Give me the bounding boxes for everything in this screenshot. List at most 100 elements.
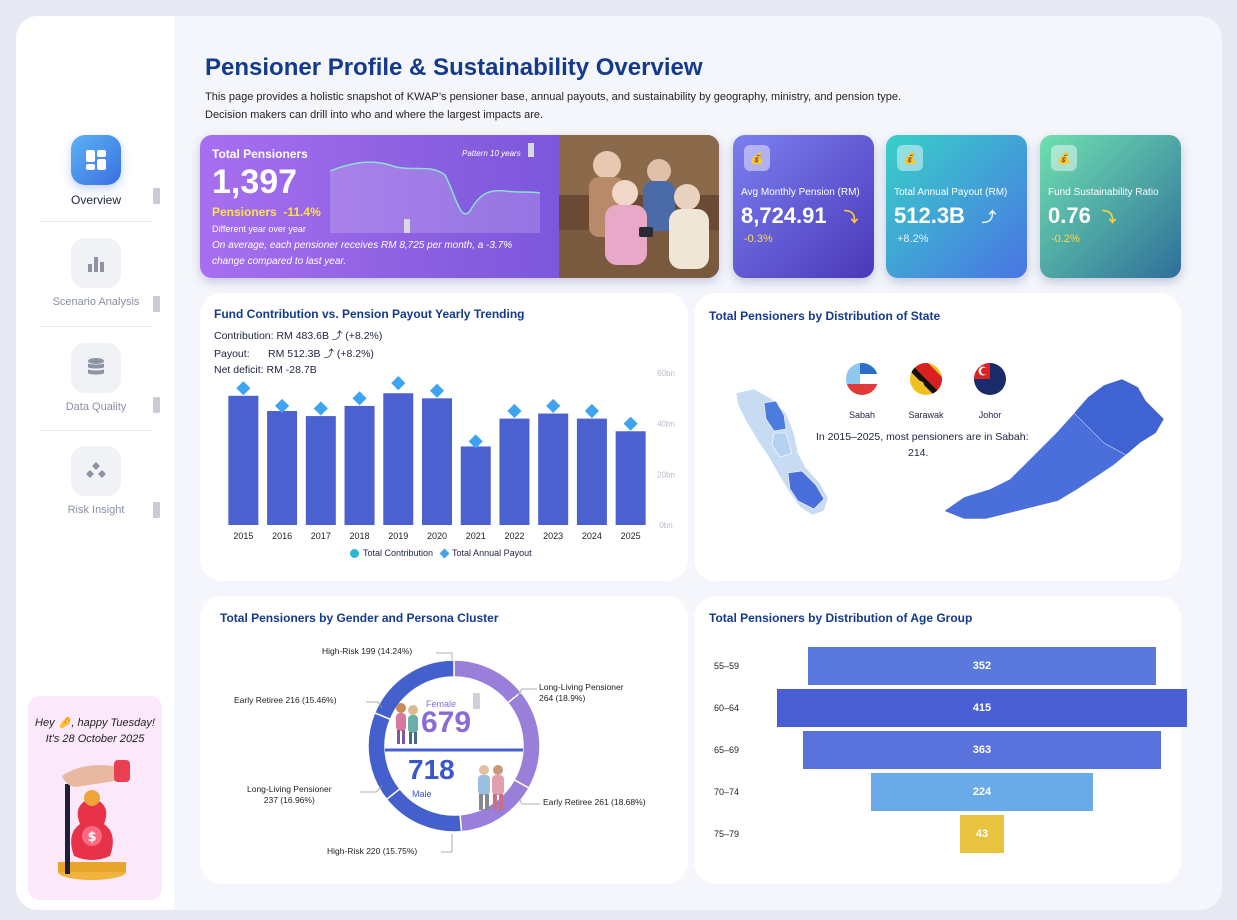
page-description: This page provides a holistic snapshot o… <box>205 88 905 124</box>
money-bag-illustration-icon: $ <box>58 760 130 880</box>
persona-annotation: Long-Living Pensioner 264 (18.9%) <box>539 682 624 704</box>
age-bar[interactable]: 224 <box>871 773 1093 811</box>
contribution-bar[interactable] <box>228 395 259 525</box>
svg-text:$: $ <box>87 830 96 845</box>
sidebar-item-overview[interactable]: Overview <box>40 135 160 207</box>
kpi-change: +8.2% <box>897 233 929 245</box>
sidebar-tab-handle <box>153 397 160 413</box>
x-tick-label: 2025 <box>621 531 641 541</box>
sparkline-scroll-handle[interactable] <box>404 219 410 233</box>
dashboard-icon <box>71 135 121 185</box>
kpi-fund-sustainability-ratio[interactable]: 💰 Fund Sustainability Ratio 0.76 ⤵ -0.2% <box>1040 135 1181 278</box>
kpi-value: 512.3B <box>894 203 965 228</box>
trend-chart-card: Fund Contribution vs. Pension Payout Yea… <box>200 293 688 581</box>
payout-marker[interactable] <box>507 403 522 419</box>
persona-annotation: High-Risk 199 (14.24%) <box>322 646 412 657</box>
sidebar-item-label: Overview <box>70 193 121 207</box>
kpi-change: -0.3% <box>744 233 773 245</box>
contribution-bar[interactable] <box>499 418 530 525</box>
total-pensioners-card[interactable]: Total Pensioners 1,397 Pensioners -11.4%… <box>200 135 719 278</box>
greeting-text: Hey 🤌, happy Tuesday! <box>35 717 155 729</box>
age-label: 55–59 <box>714 661 740 671</box>
trend-bar-chart: 0bn 20bn 40bn 60bn 2015 2016 2017 2018 2019 2020 2… <box>228 369 675 541</box>
sarawak-flag-icon[interactable] <box>910 363 942 395</box>
kpi-change: -0.2% <box>1051 233 1080 245</box>
contribution-bar[interactable] <box>538 413 569 525</box>
kpi-total-annual-payout[interactable]: 💰 Total Annual Payout (RM) 512.3B ⤴ +8.2… <box>886 135 1027 278</box>
legend-label: Total Contribution <box>363 548 434 558</box>
payout-marker[interactable] <box>391 376 406 391</box>
johor-flag-icon[interactable] <box>974 363 1006 395</box>
kpi-avg-monthly-pension[interactable]: 💰 Avg Monthly Pension (RM) 8,724.91 ⤵ -0… <box>733 135 874 278</box>
legend-diamond-icon <box>439 548 450 558</box>
age-label: 75–79 <box>714 829 740 839</box>
money-bag-icon: 💰 <box>897 145 923 171</box>
greeting-card: Hey 🤌, happy Tuesday! It's 28 October 20… <box>28 696 162 900</box>
y-tick-label: 60bn <box>657 369 675 378</box>
persona-annotation-text: 264 (18.9%) <box>539 693 586 703</box>
scroll-handle[interactable] <box>473 693 480 709</box>
divider <box>40 430 152 431</box>
database-icon <box>71 343 121 393</box>
kpi-label: Avg Monthly Pension (RM) <box>741 187 860 198</box>
sidebar: Overview Scenario Analysis Data Quality … <box>16 16 174 910</box>
age-bar[interactable]: 352 <box>808 647 1156 685</box>
contribution-bar[interactable] <box>422 398 452 525</box>
money-bag-icon: 💰 <box>1051 145 1077 171</box>
sabah-flag-icon[interactable] <box>846 363 878 395</box>
leader-line <box>517 688 537 697</box>
contribution-bar[interactable] <box>615 431 646 525</box>
payout-marker[interactable] <box>546 398 561 414</box>
description-line: This page provides a holistic snapshot o… <box>205 91 902 103</box>
description-line: Decision makers can drill into who and w… <box>205 109 544 121</box>
payout-marker[interactable] <box>584 403 599 419</box>
hero-change-value: -11.4% <box>283 205 321 219</box>
contribution-bar[interactable] <box>460 446 491 525</box>
leader-line <box>436 652 453 660</box>
payout-marker[interactable] <box>352 391 367 406</box>
sidebar-item-data-quality[interactable]: Data Quality <box>40 343 160 413</box>
divider <box>40 221 152 222</box>
x-tick-label: 2024 <box>582 531 602 541</box>
malaysia-map[interactable] <box>694 293 1181 581</box>
persona-annotation-text: High-Risk 199 (14.24%) <box>322 646 413 656</box>
card-title: Total Pensioners by Distribution of Age … <box>709 611 973 625</box>
divider <box>40 326 152 327</box>
sparkline-scroll-handle[interactable] <box>528 143 534 157</box>
payout-marker[interactable] <box>275 398 290 414</box>
payout-marker[interactable] <box>623 416 638 431</box>
kpi-value: 8,724.91 <box>741 203 827 228</box>
y-tick-label: 40bn <box>657 420 675 429</box>
gender-donut-chart[interactable] <box>200 596 688 884</box>
pensioners-photo <box>559 135 719 278</box>
payout-marker[interactable] <box>236 381 251 396</box>
payout-marker[interactable] <box>429 383 445 398</box>
x-tick-label: 2020 <box>427 531 447 541</box>
age-bar[interactable]: 43 <box>960 815 1004 853</box>
payout-marker[interactable] <box>468 434 483 449</box>
state-insight: In 2015–2025, most pensioners are in Sab… <box>816 431 1028 459</box>
payout-marker[interactable] <box>313 401 328 416</box>
state-insight-line: 214. <box>908 447 929 459</box>
sidebar-item-label: Scenario Analysis <box>52 296 140 308</box>
age-bar[interactable]: 415 <box>777 689 1187 727</box>
payout-label: Payout: <box>214 348 250 360</box>
male-persona-icon <box>478 765 504 810</box>
contribution-bar[interactable] <box>576 418 607 525</box>
leader-line <box>366 701 383 709</box>
payout-summary: Payout: RM 512.3B ⤴ (+8.2%) <box>214 346 374 361</box>
x-tick-label: 2018 <box>350 531 370 541</box>
state-label: Sabah <box>848 410 876 420</box>
contribution-bar[interactable] <box>305 416 336 525</box>
contribution-bar[interactable] <box>344 405 375 525</box>
age-label: 70–74 <box>714 787 740 797</box>
contribution-summary: Contribution: RM 483.6B ⤴ (+8.2%) <box>214 330 383 342</box>
persona-annotation-text: High-Risk 220 (15.75%) <box>327 846 418 856</box>
persona-annotation-text: Early Retiree 261 (18.68%) <box>543 797 646 807</box>
age-bar[interactable]: 363 <box>802 731 1162 769</box>
sidebar-item-scenario-analysis[interactable]: Scenario Analysis <box>40 238 160 312</box>
sidebar-item-risk-insight[interactable]: Risk Insight <box>40 446 160 518</box>
contribution-bar[interactable] <box>383 393 414 525</box>
kpi-value: 0.76 <box>1048 203 1091 228</box>
contribution-bar[interactable] <box>267 411 298 525</box>
